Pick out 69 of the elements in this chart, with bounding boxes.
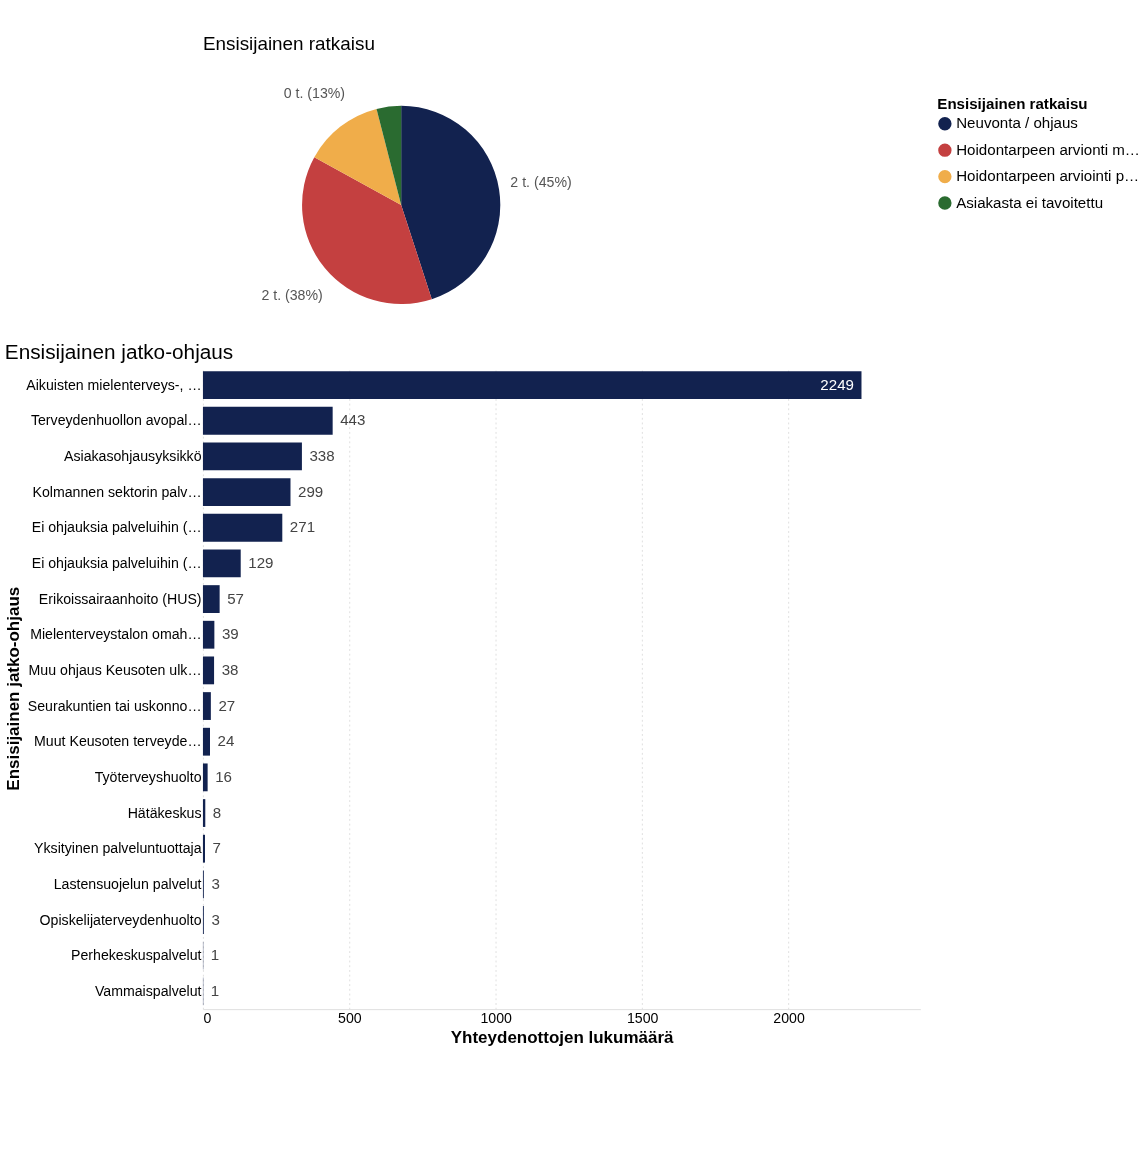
- y-tick-label: Työterveyshuolto: [94, 769, 202, 786]
- data-label: 3: [211, 875, 220, 893]
- data-label: 271: [289, 518, 316, 536]
- data-label: 0 t. (13%): [283, 84, 346, 101]
- x-tick-label: 0: [203, 1009, 212, 1026]
- bar: [202, 727, 210, 756]
- bar: [202, 692, 211, 720]
- data-label: 2249: [820, 375, 854, 393]
- y-tick-label: Erikoissairaanhoito (HUS): [38, 590, 202, 607]
- y-tick-label: Perhekeskuspalvelut: [71, 947, 202, 964]
- bar: [202, 406, 333, 435]
- data-label: 8: [212, 803, 222, 821]
- y-tick-label: Muut Keusoten terveyde…: [34, 733, 202, 750]
- pie-slice: [314, 108, 402, 205]
- legend-label: Neuvonta / ohjaus: [956, 114, 1078, 132]
- legend-label: Hoidontarpeen arviointi p…: [956, 167, 1140, 185]
- x-tick-label: 500: [338, 1009, 362, 1026]
- y-axis-title: Ensisijainen jatko-ohjaus: [3, 586, 23, 791]
- y-tick-label: Mielenterveystalon omah…: [30, 626, 202, 643]
- data-label: 129: [248, 554, 274, 572]
- x-tick-label: 1500: [626, 1009, 659, 1026]
- bar: [202, 442, 302, 471]
- bar: [202, 549, 241, 578]
- y-tick-label: Muu ohjaus Keusoten ulk…: [28, 662, 202, 679]
- y-tick-label: Aikuisten mielenterveys-, …: [26, 376, 202, 393]
- y-tick-label: Ei ohjauksia palveluihin (…: [31, 519, 202, 536]
- data-label: 2 t. (45%): [510, 174, 572, 191]
- data-label: 16: [215, 768, 232, 786]
- bar: [202, 585, 220, 613]
- y-tick-label: Hätäkeskus: [127, 804, 202, 821]
- bar: [202, 656, 215, 685]
- y-tick-label: Yksityinen palveluntuottaja: [34, 840, 202, 857]
- bar: [202, 834, 205, 863]
- pie-slice: [376, 105, 402, 205]
- data-label: 1: [210, 946, 220, 964]
- legend-label: Hoidontarpeen arvionti m…: [956, 140, 1140, 158]
- data-label: 338: [309, 447, 335, 465]
- data-label: 57: [227, 589, 244, 607]
- data-label: 27: [218, 696, 236, 714]
- x-tick-label: 2000: [773, 1009, 805, 1026]
- data-label: 443: [340, 411, 366, 429]
- legend-title: Ensisijainen ratkaisu: [937, 94, 1088, 112]
- legend-label: Asiakasta ei tavoitettu: [956, 193, 1104, 211]
- chart-title: Ensisijainen jatko-ohjaus: [4, 339, 234, 363]
- data-label: 3: [211, 910, 220, 928]
- y-tick-label: Opiskelijaterveydenhuolto: [39, 911, 202, 928]
- data-label: 2 t. (38%): [261, 286, 323, 303]
- bar: [202, 513, 283, 542]
- y-tick-label: Vammaispalvelut: [94, 983, 202, 1000]
- data-label: 24: [217, 732, 235, 750]
- y-tick-label: Ei ohjauksia palveluihin (…: [31, 555, 202, 572]
- y-tick-label: Asiakasohjausyksikkö: [63, 448, 202, 465]
- bar: [202, 620, 215, 649]
- data-label: 38: [221, 661, 239, 679]
- y-tick-label: Kolmannen sektorin palv…: [32, 483, 202, 500]
- chart-title: Ensisijainen ratkaisu: [202, 33, 375, 55]
- y-tick-label: Lastensuojelun palvelut: [53, 876, 202, 893]
- x-tick-label: 1000: [480, 1009, 513, 1026]
- data-label: 1: [210, 982, 220, 1000]
- bar: [202, 763, 208, 792]
- bar: [202, 478, 291, 506]
- data-label: 7: [212, 839, 221, 857]
- bar: [202, 371, 862, 400]
- pie-slice: [401, 105, 501, 300]
- y-tick-label: Terveydenhuollon avopal…: [30, 412, 202, 429]
- data-label: 299: [298, 482, 324, 500]
- x-axis-title: Yhteydenottojen lukumäärä: [450, 1027, 675, 1047]
- y-tick-label: Seurakuntien tai uskonno…: [27, 697, 202, 714]
- data-label: 39: [221, 625, 239, 643]
